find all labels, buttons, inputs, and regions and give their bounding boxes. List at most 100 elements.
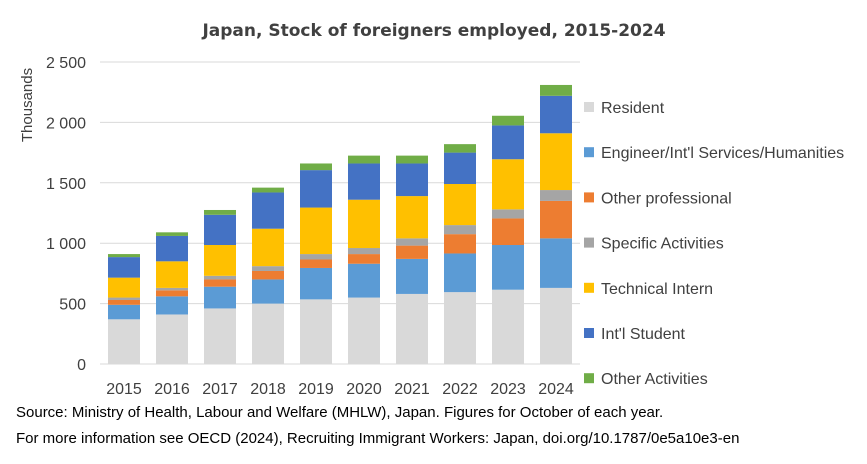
bar-segment [300,163,332,171]
legend: Resident Engineer/Int'l Services/Humaniti… [584,100,844,388]
y-axis-ticks: 0 500 1 000 1 500 2 000 2 500 [46,55,86,374]
legend-item: Resident [584,100,665,117]
bar-segment [444,152,476,185]
bar-segment [204,209,236,215]
legend-label: Resident [601,100,665,117]
bar-segment [540,238,572,288]
bar-segment [204,308,236,364]
y-tick-label: 2 000 [46,115,86,132]
bar-segment [156,232,188,236]
bar-segment [156,287,188,291]
bar-segment [492,218,524,246]
bars [108,84,572,364]
bar-segment [108,299,140,305]
bar-segment [348,248,380,255]
bar-segment [252,303,284,364]
bar-segment [492,125,524,160]
x-tick-label: 2022 [442,381,478,398]
bar-segment [540,95,572,134]
bar-segment [204,245,236,276]
bar-segment [252,279,284,304]
y-tick-label: 500 [59,297,86,314]
legend-swatch [584,102,594,112]
bar-segment [492,159,524,210]
bar-segment [540,287,572,364]
bar-segment [492,245,524,290]
bar-segment [540,200,572,239]
bar-segment [108,277,140,298]
bar-segment [444,184,476,226]
bar-segment [108,254,140,258]
bar-segment [252,266,284,271]
bar-segment [300,267,332,300]
legend-label: Int'l Student [601,326,686,343]
bar-segment [252,228,284,267]
bar-segment [396,163,428,197]
bar-segment [396,245,428,259]
bar-segment [108,304,140,320]
bar-segment [156,235,188,262]
legend-item: Specific Activities [584,236,724,253]
legend-swatch [584,147,594,158]
x-tick-label: 2023 [490,381,526,398]
y-tick-label: 2 500 [46,55,86,72]
bar-segment [300,207,332,255]
legend-label: Specific Activities [601,236,724,253]
x-axis-ticks: 2015 2016 2017 2018 2019 2020 2021 2022 2023 2024 [106,381,574,398]
bar-segment [204,286,236,309]
bar-segment [540,84,572,96]
legend-item: Technical Intern [584,281,713,298]
bar-segment [252,187,284,193]
bar-segment [108,319,140,364]
bar-segment [156,314,188,364]
legend-swatch [584,328,594,338]
bar-segment [108,257,140,278]
bar-segment [204,279,236,287]
legend-item: Other Activities [584,371,708,388]
bar-segment [492,115,524,126]
bar-segment [444,253,476,293]
bar-segment [252,192,284,229]
x-tick-label: 2018 [250,381,286,398]
source-note: Source: Ministry of Health, Labour and W… [16,404,664,421]
reference-note: For more information see OECD (2024), Re… [16,430,740,447]
legend-item: Other professional [584,190,732,207]
bar-segment [396,155,428,164]
bar-segment [396,293,428,364]
bar-segment [444,144,476,153]
bar-segment [540,190,572,201]
bar-segment [300,259,332,268]
y-tick-label: 1 500 [46,176,86,193]
bar-segment [540,133,572,191]
x-tick-label: 2017 [202,381,238,398]
bar-segment [300,254,332,260]
legend-swatch [584,373,594,384]
bar-segment [300,299,332,364]
legend-label: Other Activities [601,371,708,388]
bar-segment [156,261,188,288]
bar-segment [348,163,380,200]
bar-segment [348,263,380,298]
bar-segment [348,199,380,249]
legend-swatch [584,192,594,203]
bar-segment [348,297,380,364]
bar-segment [444,292,476,364]
bar-segment [252,270,284,280]
bar-segment [396,196,428,239]
bar-segment [204,214,236,246]
bar-segment [300,170,332,208]
legend-item: Engineer/Int'l Services/Humanities [584,145,844,162]
x-tick-label: 2020 [346,381,382,398]
legend-label: Technical Intern [601,281,713,298]
bar-segment [108,297,140,300]
y-axis-label: Thousands [19,68,36,142]
bar-segment [348,155,380,164]
bar-segment [396,258,428,294]
legend-swatch [584,282,594,293]
legend-swatch [584,237,594,248]
legend-label: Engineer/Int'l Services/Humanities [601,145,844,162]
x-tick-label: 2016 [154,381,190,398]
x-tick-label: 2024 [538,381,574,398]
bar-segment [492,209,524,219]
x-tick-label: 2021 [394,381,430,398]
